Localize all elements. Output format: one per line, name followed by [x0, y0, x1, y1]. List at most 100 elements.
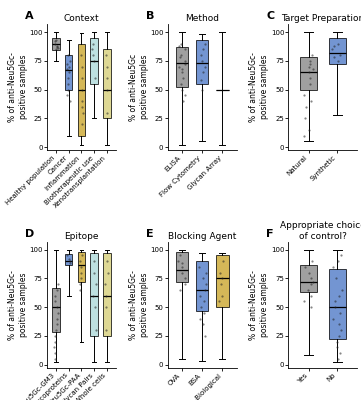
PathPatch shape — [90, 38, 98, 84]
Point — [54, 44, 60, 50]
Point — [219, 275, 225, 282]
Point — [334, 344, 339, 350]
PathPatch shape — [196, 261, 208, 310]
Point — [175, 258, 181, 264]
Point — [336, 292, 342, 299]
Point — [201, 298, 207, 304]
Point — [201, 46, 206, 52]
Point — [306, 126, 312, 133]
Point — [79, 86, 84, 93]
Point — [183, 61, 188, 68]
Text: E: E — [145, 229, 153, 239]
Point — [178, 52, 184, 58]
PathPatch shape — [300, 264, 317, 292]
Y-axis label: % of anti-Neu5Gc
positive samples: % of anti-Neu5Gc positive samples — [129, 54, 149, 121]
Text: F: F — [266, 229, 274, 239]
Point — [335, 258, 341, 264]
PathPatch shape — [196, 40, 208, 84]
Point — [65, 75, 71, 81]
Y-axis label: % of anti-Neu5Gc-
positive samples: % of anti-Neu5Gc- positive samples — [249, 270, 269, 340]
Point — [93, 281, 99, 287]
Point — [303, 115, 308, 122]
Point — [176, 63, 182, 70]
Point — [51, 344, 57, 350]
Point — [307, 75, 313, 81]
Point — [180, 98, 186, 104]
Point — [106, 269, 112, 276]
Point — [103, 281, 108, 287]
Point — [308, 292, 314, 299]
Point — [65, 80, 71, 87]
Point — [217, 298, 222, 304]
PathPatch shape — [176, 47, 188, 87]
Point — [202, 287, 208, 293]
Point — [180, 75, 186, 81]
Point — [201, 310, 207, 316]
Point — [52, 333, 58, 339]
PathPatch shape — [65, 55, 73, 90]
Point — [67, 260, 73, 266]
Point — [219, 292, 225, 299]
Point — [308, 275, 314, 282]
Point — [336, 333, 342, 339]
Point — [179, 269, 185, 276]
Point — [79, 75, 85, 81]
Point — [52, 356, 58, 362]
Point — [198, 52, 204, 58]
Point — [103, 327, 109, 333]
Point — [200, 69, 206, 76]
Point — [336, 321, 342, 328]
Point — [197, 315, 203, 322]
Point — [203, 281, 209, 287]
Point — [52, 350, 58, 356]
Point — [92, 75, 98, 81]
Point — [179, 86, 185, 93]
Point — [202, 40, 208, 47]
Point — [104, 109, 110, 116]
Point — [339, 287, 345, 293]
Point — [310, 66, 316, 72]
Point — [55, 310, 61, 316]
PathPatch shape — [52, 288, 60, 332]
PathPatch shape — [90, 253, 98, 336]
Point — [197, 292, 203, 299]
Point — [308, 98, 314, 104]
Point — [103, 52, 109, 58]
Point — [64, 252, 70, 258]
Point — [66, 63, 71, 70]
Point — [200, 321, 206, 328]
Y-axis label: % of anti-Neu5Gc-
positive samples: % of anti-Neu5Gc- positive samples — [249, 52, 269, 122]
Point — [202, 333, 208, 339]
Point — [179, 66, 184, 72]
Point — [200, 275, 205, 282]
Text: D: D — [25, 229, 34, 239]
Point — [78, 275, 84, 282]
PathPatch shape — [176, 252, 188, 282]
Point — [177, 287, 183, 293]
Text: A: A — [25, 11, 34, 21]
Point — [331, 54, 336, 60]
Point — [65, 52, 71, 58]
Point — [199, 86, 204, 93]
PathPatch shape — [329, 269, 346, 339]
Point — [104, 86, 109, 93]
Point — [182, 281, 188, 287]
Point — [179, 69, 185, 76]
Point — [67, 98, 73, 104]
Point — [332, 298, 338, 304]
Point — [333, 275, 339, 282]
Point — [196, 264, 202, 270]
Point — [64, 61, 70, 68]
Point — [77, 281, 83, 287]
Point — [330, 264, 336, 270]
Point — [182, 58, 188, 64]
Point — [91, 258, 96, 264]
Point — [93, 327, 99, 333]
Point — [54, 43, 60, 49]
Point — [335, 356, 341, 362]
Point — [330, 315, 336, 322]
Point — [92, 269, 97, 276]
Point — [303, 104, 309, 110]
Point — [78, 52, 83, 58]
Point — [306, 269, 312, 276]
